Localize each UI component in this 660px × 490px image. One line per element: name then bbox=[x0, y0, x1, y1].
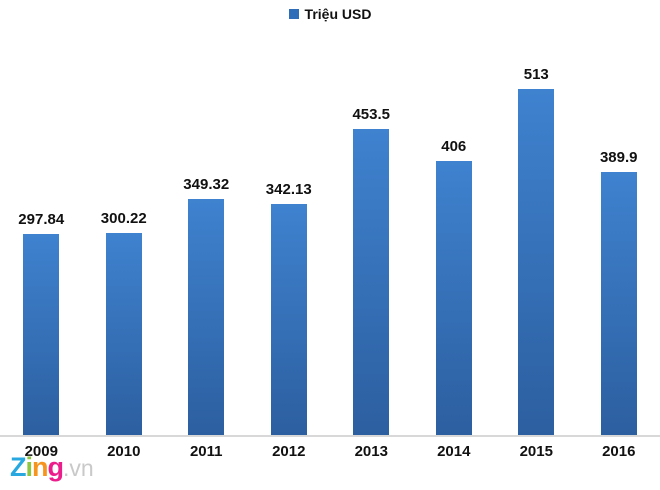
bar-column-2014: 406 bbox=[413, 138, 496, 435]
bar-value-label: 300.22 bbox=[100, 210, 147, 227]
bar-value-label: 349.32 bbox=[183, 176, 230, 193]
bar-value-label: 406 bbox=[441, 138, 467, 155]
bar bbox=[353, 129, 390, 435]
bar bbox=[518, 89, 555, 435]
bar-column-2012: 342.13 bbox=[248, 181, 331, 435]
bar bbox=[105, 233, 142, 435]
zing-logo-letter: Z bbox=[10, 452, 26, 482]
x-axis-label: 2009 bbox=[24, 443, 58, 460]
x-axis-labels: 2009 2010 2011 2012 2013 2014 2015 2016 bbox=[0, 437, 660, 460]
legend-marker-icon bbox=[288, 9, 299, 19]
x-axis-label: 2015 bbox=[519, 443, 553, 460]
bar-value-label: 342.13 bbox=[265, 181, 312, 198]
bar-value-label: 297.84 bbox=[18, 211, 65, 228]
legend-label: Triệu USD bbox=[304, 6, 372, 22]
bar bbox=[270, 204, 307, 435]
bar bbox=[188, 199, 225, 435]
bar-column-2009: 297.84 bbox=[0, 211, 83, 435]
bar-column-2010: 300.22 bbox=[83, 210, 166, 435]
x-axis-label: 2010 bbox=[107, 443, 141, 460]
bar bbox=[435, 161, 472, 435]
bar-column-2011: 349.32 bbox=[165, 176, 248, 435]
x-axis-label: 2013 bbox=[354, 443, 388, 460]
x-axis-label: 2016 bbox=[602, 443, 636, 460]
bar-value-label: 389.9 bbox=[599, 149, 638, 166]
x-axis-label: 2014 bbox=[437, 443, 471, 460]
zing-logo: Zing.vn bbox=[10, 452, 94, 483]
x-axis-label: 2011 bbox=[189, 443, 223, 460]
bar-value-label: 453.5 bbox=[352, 106, 391, 123]
plot-area: 297.84 300.22 349.32 342.13 453.5 406 513 389.9 bbox=[0, 66, 660, 437]
zing-logo-suffix: .vn bbox=[63, 455, 94, 481]
zing-logo-letter: g bbox=[47, 452, 64, 482]
bar bbox=[23, 234, 60, 435]
zing-logo-letter: i bbox=[25, 452, 33, 482]
legend: Triệu USD bbox=[0, 4, 660, 24]
bar bbox=[600, 172, 637, 435]
x-axis-label: 2012 bbox=[272, 443, 306, 460]
zing-logo-letter: n bbox=[32, 452, 48, 482]
bar-column-2016: 389.9 bbox=[578, 149, 660, 435]
bar-column-2015: 513 bbox=[495, 66, 578, 435]
bar-value-label: 513 bbox=[523, 66, 549, 83]
bar-column-2013: 453.5 bbox=[330, 106, 413, 435]
